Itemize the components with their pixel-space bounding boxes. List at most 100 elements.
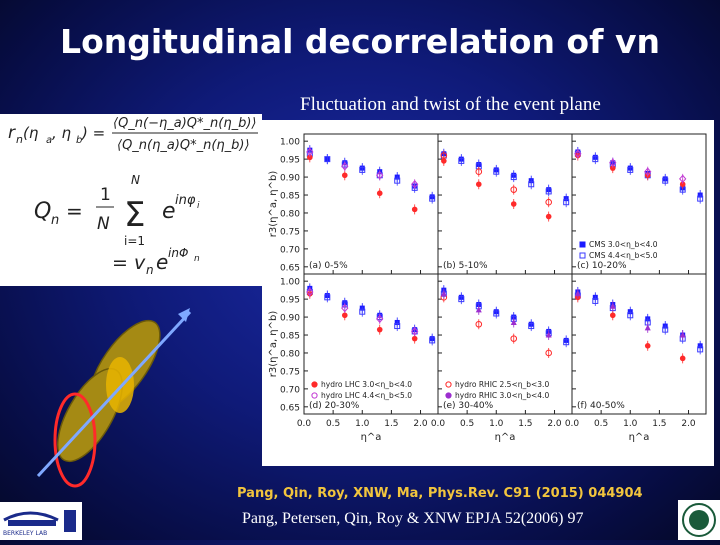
y-tick-label: 0.75 <box>280 367 300 377</box>
citation-primary: Pang, Qin, Roy, XNW, Ma, Phys.Rev. C91 (… <box>237 486 643 501</box>
panel-label: (c) 10-20% <box>577 261 627 271</box>
x-tick-label: 0.0 <box>565 419 580 429</box>
legend-label: CMS 3.0<η_b<4.0 <box>589 240 658 249</box>
event-plane-arrow <box>36 310 192 478</box>
legend-marker <box>311 381 318 388</box>
y-tick-label: 0.65 <box>280 263 300 273</box>
data-point-hydro <box>679 331 686 338</box>
data-point-hydro <box>440 152 448 159</box>
panel-label: (f) 40-50% <box>577 401 625 411</box>
y-tick-label: 1.00 <box>280 138 300 148</box>
legend-label: hydro LHC 4.4<η_b<5.0 <box>321 391 412 400</box>
data-point-cms <box>662 177 669 184</box>
legend-label: hydro RHIC 2.5<η_b<3.0 <box>455 380 549 389</box>
x-axis-label: η^a <box>495 432 516 443</box>
line2-exp-power: inΦ <box>168 246 188 260</box>
data-point-hydro <box>545 331 552 338</box>
sum-top: N <box>131 173 140 187</box>
data-point-hydro <box>307 154 313 161</box>
data-point-hydro <box>376 326 383 333</box>
line2-exp-power-sub: n <box>194 254 200 264</box>
legend-marker <box>579 241 586 248</box>
panel-label: (d) 20-30% <box>309 401 360 411</box>
line2-sub: n <box>146 263 154 277</box>
data-point-cms <box>627 312 634 319</box>
rn-args-mid: , η <box>52 124 72 142</box>
y-tick-label: 0.70 <box>280 385 300 395</box>
data-point-cms <box>592 156 599 163</box>
data-point-hydro <box>341 162 349 171</box>
x-tick-label: 1.5 <box>652 419 666 429</box>
legend-label: hydro RHIC 3.0<η_b<4.0 <box>455 391 549 400</box>
data-point-hydro <box>644 342 651 349</box>
panel-label: (e) 30-40% <box>443 401 494 411</box>
data-point-hydro <box>376 314 384 324</box>
x-tick-label: 0.5 <box>594 419 608 429</box>
data-point-hydro <box>545 213 552 220</box>
y-axis-label: r3(η^a, η^b) <box>268 311 279 378</box>
data-point-hydro <box>376 171 384 180</box>
x-tick-label: 1.0 <box>489 419 504 429</box>
data-point-hydro <box>411 327 419 336</box>
data-point-hydro <box>440 290 447 297</box>
decorrelation-chart: r3(η^a, η^b) r3(η^a, η^b) 1.00 0.95 0.90 0.85… <box>268 133 707 443</box>
overlap-ellipse-yellow <box>106 357 134 413</box>
data-point-hydro <box>411 335 418 342</box>
data-point-cms <box>359 166 366 173</box>
data-point-cms <box>458 296 465 303</box>
citation-secondary: Pang, Petersen, Qin, Roy & XNW EPJA 52(2… <box>242 510 584 527</box>
data-point-hydro <box>574 149 582 159</box>
rn-lhs-sub: n <box>16 133 23 146</box>
legend-marker <box>579 252 586 259</box>
x-tick-label: 1.0 <box>623 419 638 429</box>
y-tick-label: 0.80 <box>280 209 300 219</box>
rn-numerator: ⟨Q_n(−η_a)Q*_n(η_b)⟩ <box>113 116 256 131</box>
x-tick-label: 2.0 <box>413 419 428 429</box>
event-plane-arrowhead <box>178 308 190 322</box>
data-point-hydro <box>475 306 482 313</box>
nuclei-diagram <box>36 308 192 488</box>
y-tick-label: 0.85 <box>280 332 300 342</box>
formula-panel: r n (η a , η b ) = ⟨Q_n(−η_a)Q*_n(η_b)⟩ … <box>0 114 262 286</box>
data-point-cms <box>429 337 436 344</box>
exp-power: inφ <box>175 193 196 208</box>
slide-title: Longitudinal decorrelation of vn <box>60 22 660 61</box>
panel-label: (a) 0-5% <box>309 261 348 271</box>
y-tick-label: 0.75 <box>280 227 300 237</box>
data-point-cms <box>592 297 599 304</box>
rn-lhs: r <box>8 123 16 143</box>
y-tick-label: 0.80 <box>280 349 300 359</box>
data-point-hydro <box>510 201 517 207</box>
data-point-cms <box>324 294 331 301</box>
data-point-hydro <box>376 190 383 197</box>
data-point-cms <box>394 177 401 184</box>
x-axis-label: η^a <box>361 432 382 443</box>
data-point-hydro <box>545 198 552 206</box>
data-point-hydro <box>679 181 686 188</box>
data-point-hydro <box>644 324 651 331</box>
rn-denominator: ⟨Q_n(η_a)Q*_n(η_b)⟩ <box>117 138 250 153</box>
rn-args: (η <box>23 124 39 142</box>
chart-panel: r3(η^a, η^b) r3(η^a, η^b) 1.00 0.95 0.90 0.85… <box>262 120 714 466</box>
data-point-cms <box>563 199 570 206</box>
exp-base: e <box>162 199 176 224</box>
x-tick-label: 0.5 <box>326 419 340 429</box>
qn-equals: = <box>66 199 83 223</box>
data-point-cms <box>394 323 401 330</box>
formula-svg: r n (η a , η b ) = ⟨Q_n(−η_a)Q*_n(η_b)⟩ … <box>8 116 258 277</box>
y-tick-label: 0.90 <box>280 314 300 324</box>
line2-exp-base: e <box>156 250 168 274</box>
overlap-ellipse-red <box>53 392 97 488</box>
legend-label: hydro LHC 3.0<η_b<4.0 <box>321 380 412 389</box>
data-point-cms <box>493 310 500 317</box>
panel-frame <box>303 133 439 275</box>
data-point-cms <box>429 195 436 202</box>
data-point-hydro <box>441 158 447 164</box>
panel-frame <box>571 273 707 415</box>
line2-equals: = v <box>112 252 146 274</box>
y-tick-label: 0.70 <box>280 245 300 255</box>
data-point-hydro <box>644 167 652 176</box>
y-tick-label: 0.65 <box>280 403 300 413</box>
y-axis-label: r3(η^a, η^b) <box>268 171 279 238</box>
sum-bottom: i=1 <box>124 234 145 248</box>
